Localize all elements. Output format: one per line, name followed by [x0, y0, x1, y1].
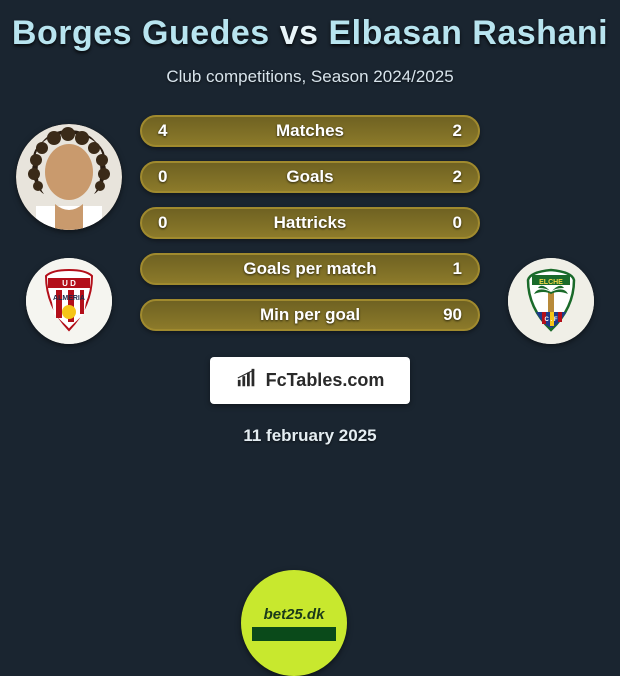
stat-right-value: 2	[438, 167, 462, 187]
stat-right-value: 1	[438, 259, 462, 279]
vs-separator: vs	[280, 14, 319, 52]
stat-left-value: 0	[158, 167, 182, 187]
player1-name: Borges Guedes	[12, 14, 270, 52]
club-short: ELCHE	[539, 279, 563, 286]
stat-right-value: 0	[438, 213, 462, 233]
person-icon	[16, 124, 122, 230]
stat-row-min-per-goal: Min per goal 90	[140, 299, 480, 331]
branding-badge: FcTables.com	[210, 357, 411, 404]
sponsor-text: bet25.dk	[264, 606, 325, 623]
stat-label: Goals	[182, 167, 438, 187]
stat-row-goals: 0 Goals 2	[140, 161, 480, 193]
stat-label: Hattricks	[182, 213, 438, 233]
player2-avatar: bet25.dk	[241, 570, 347, 676]
player1-club-badge: U D ALMERIA	[26, 258, 112, 344]
stat-label: Goals per match	[182, 259, 438, 279]
subtitle: Club competitions, Season 2024/2025	[166, 67, 453, 87]
stat-right-value: 2	[438, 121, 462, 141]
player2-name: Elbasan Rashani	[328, 14, 608, 52]
stat-left-value: 0	[158, 213, 182, 233]
player2-club-badge: ELCHE C . F	[508, 258, 594, 344]
branding-text: FcTables.com	[266, 370, 385, 391]
stat-right-value: 90	[438, 305, 462, 325]
stat-row-matches: 4 Matches 2	[140, 115, 480, 147]
stat-label: Matches	[182, 121, 438, 141]
stat-left-value: 4	[158, 121, 182, 141]
shield-icon: U D ALMERIA	[26, 258, 112, 344]
shield-icon: ELCHE C . F	[508, 258, 594, 344]
club-short: ALMERIA	[53, 295, 85, 302]
stat-label: Min per goal	[182, 305, 438, 325]
svg-text:U D: U D	[62, 279, 76, 288]
stat-row-goals-per-match: Goals per match 1	[140, 253, 480, 285]
jersey-stripe	[252, 627, 337, 641]
svg-text:C . F: C . F	[545, 317, 558, 323]
chart-bar-icon	[236, 367, 258, 394]
player1-avatar	[16, 124, 122, 230]
comparison-title: Borges Guedes vs Elbasan Rashani	[12, 14, 608, 53]
stat-row-hattricks: 0 Hattricks 0	[140, 207, 480, 239]
infographic-date: 11 february 2025	[243, 426, 376, 446]
